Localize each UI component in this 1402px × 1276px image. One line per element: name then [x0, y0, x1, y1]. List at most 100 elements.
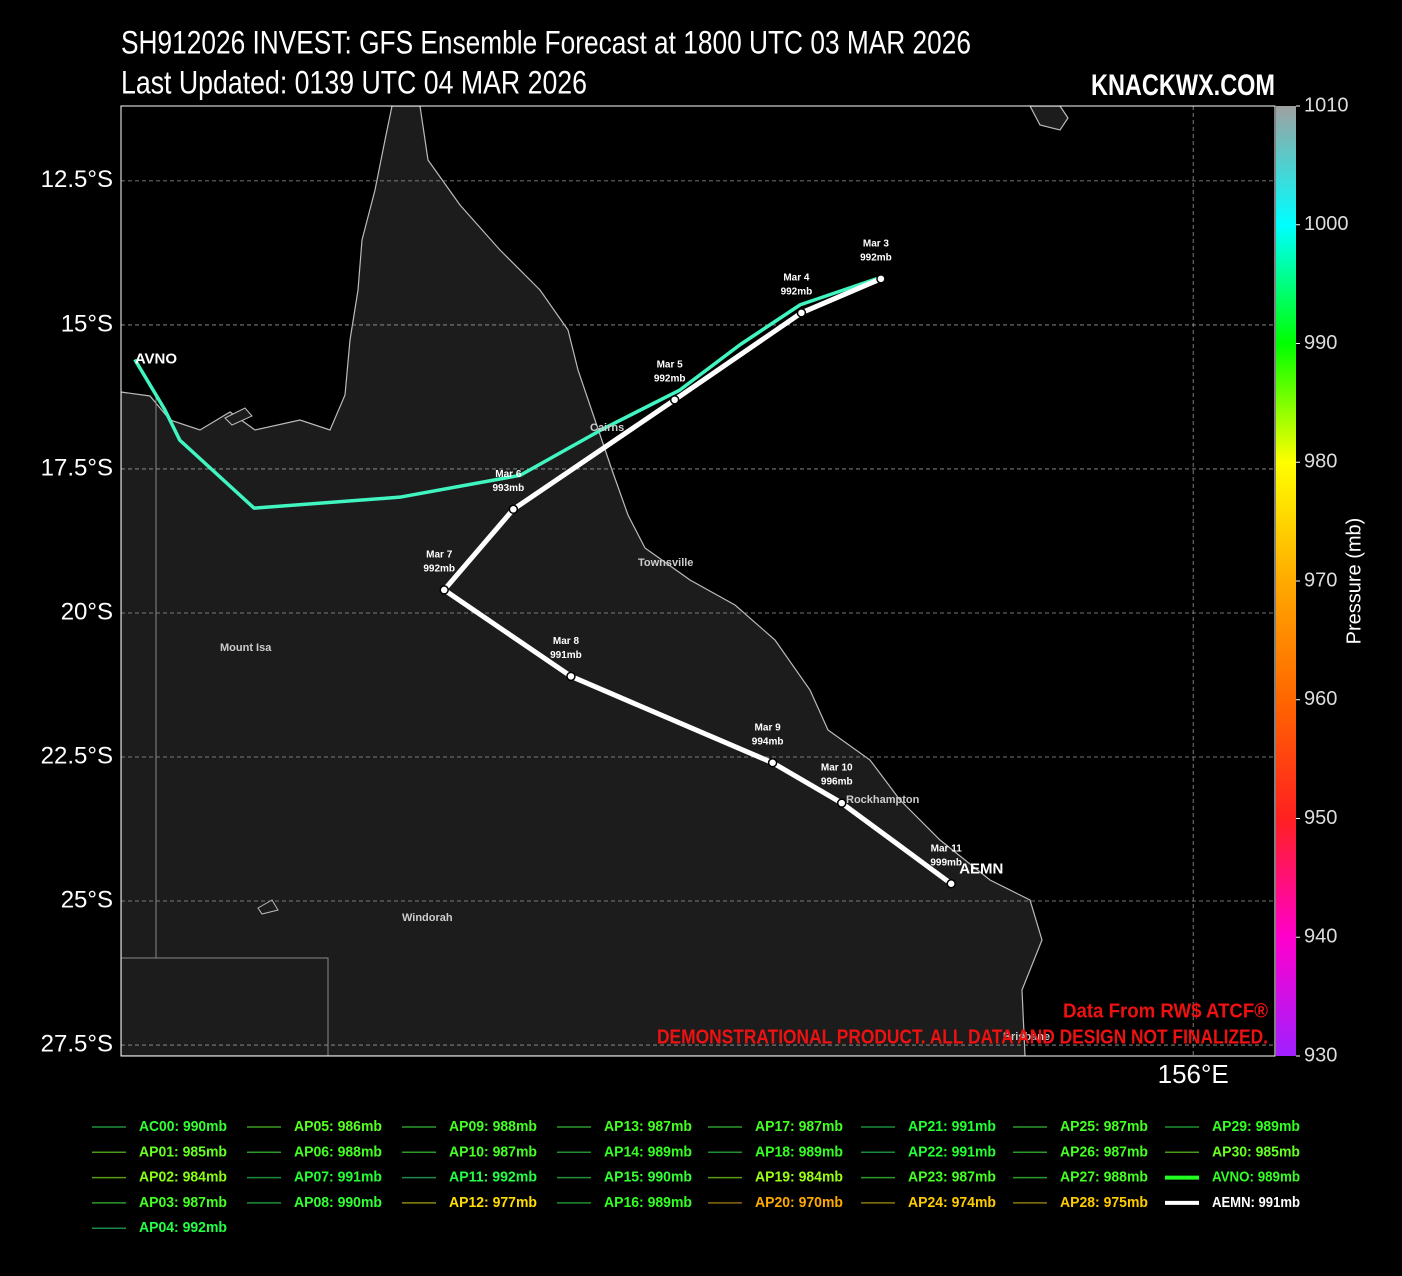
legend-label: AP30: 985mb	[1212, 1143, 1300, 1160]
legend-label: AP22: 991mb	[908, 1143, 996, 1160]
title: SH912026 INVEST: GFS Ensemble Forecast a…	[121, 24, 971, 60]
place-label: Mount Isa	[220, 642, 272, 654]
colorbar-tick-label: 1000	[1304, 213, 1349, 235]
legend-label: AP18: 989mb	[755, 1143, 843, 1160]
legend-label: AP26: 987mb	[1060, 1143, 1148, 1160]
lat-tick-label: 20°S	[61, 598, 113, 625]
watermark: KNACKWX.COM	[1091, 69, 1275, 102]
track-pressure: 991mb	[550, 650, 582, 661]
track-pressure: 999mb	[930, 857, 962, 868]
legend-label: AP17: 987mb	[755, 1118, 843, 1135]
legend-label: AP14: 989mb	[604, 1143, 692, 1160]
places: Cairns Townsville Mount Isa Rockhampton …	[220, 422, 1050, 1043]
colorbar	[1276, 106, 1296, 1056]
legend-label: AP25: 987mb	[1060, 1118, 1148, 1135]
legend-label: AEMN: 991mb	[1212, 1194, 1300, 1211]
track-point	[566, 671, 576, 682]
colorbar-tick-label: 1010	[1304, 94, 1349, 116]
track-date: Mar 10	[821, 763, 853, 774]
track-pressure: 996mb	[821, 777, 853, 788]
track-date: Mar 6	[495, 469, 522, 480]
legend-label: AP09: 988mb	[449, 1118, 537, 1135]
lat-tick-label: 17.5°S	[41, 454, 113, 481]
land	[1029, 106, 1069, 131]
legend-label: AP23: 987mb	[908, 1169, 996, 1186]
place-label: Cairns	[590, 422, 624, 434]
grid	[121, 106, 1275, 1056]
lat-tick-label: 27.5°S	[41, 1030, 113, 1057]
track-date: Mar 8	[553, 636, 580, 647]
track-point	[439, 585, 449, 595]
track-date: Mar 7	[426, 550, 453, 561]
track-pressure: 993mb	[493, 483, 525, 494]
track-date: Mar 4	[783, 272, 810, 283]
disclaimer: DEMONSTRATIONAL PRODUCT. ALL DATA AND DE…	[657, 1026, 1268, 1048]
lat-tick-label: 15°S	[61, 310, 113, 337]
colorbar-tick-label: 940	[1304, 926, 1337, 948]
track-point	[836, 798, 847, 808]
lat-tick-label: 22.5°S	[41, 742, 113, 769]
tracks: AVNO AEMN Mar 3 992mb Mar 4 992mb Mar 5 992mb Ma…	[133, 238, 1003, 889]
track-date: Mar 5	[657, 359, 684, 370]
colorbar-tick-label: 950	[1304, 807, 1337, 829]
legend-label: AP10: 987mb	[449, 1143, 537, 1160]
legend-label: AP03: 987mb	[139, 1194, 227, 1211]
legend-label: AC00: 990mb	[139, 1118, 227, 1135]
legend-label: AP02: 984mb	[139, 1169, 227, 1186]
track-point	[508, 504, 519, 515]
legend-label: AP12: 977mb	[449, 1194, 537, 1211]
legend-label: AP06: 988mb	[294, 1143, 382, 1160]
legend-label: AP08: 990mb	[294, 1194, 382, 1211]
legend-label: AP01: 985mb	[139, 1143, 227, 1160]
legend-label: AP04: 992mb	[139, 1219, 227, 1236]
track-point	[796, 308, 807, 318]
place-label: Windorah	[402, 912, 453, 924]
island	[224, 407, 279, 915]
track-pressure: 992mb	[654, 373, 686, 384]
track-name: AEMN	[959, 861, 1003, 878]
subtitle: Last Updated: 0139 UTC 04 MAR 2026	[121, 64, 587, 100]
track-pressure: 992mb	[860, 252, 892, 263]
track-date: Mar 11	[931, 843, 963, 854]
track-pressure: 992mb	[423, 564, 455, 575]
place-label: Brisbane	[1003, 1031, 1050, 1043]
track-point	[669, 395, 680, 405]
place-label: Townsville	[638, 557, 693, 569]
legend-label: AP24: 974mb	[908, 1194, 996, 1211]
track-point	[946, 878, 956, 889]
track-point	[876, 274, 886, 284]
legend-label: AP07: 991mb	[294, 1169, 382, 1186]
track-pressure: 994mb	[752, 736, 784, 747]
legend-label: AP15: 990mb	[604, 1169, 692, 1186]
legend-label: AP11: 992mb	[449, 1169, 537, 1186]
axes: 12.5°S 15°S 17.5°S 20°S 22.5°S 25°S 27.5°S 156°…	[41, 94, 1349, 1089]
lat-tick-label: 25°S	[61, 886, 113, 913]
colorbar-tick-label: 990	[1304, 332, 1337, 354]
lon-tick-label: 156°E	[1158, 1059, 1229, 1089]
colorbar-label: Pressure (mb)	[1343, 518, 1365, 645]
track-date: Mar 3	[863, 238, 890, 249]
colorbar-tick-label: 980	[1304, 451, 1337, 473]
colorbar-tick-label: 960	[1304, 688, 1337, 710]
colorbar-tick-label: 970	[1304, 569, 1337, 591]
land	[121, 106, 1043, 1056]
legend-label: AP20: 970mb	[755, 1194, 843, 1211]
map: AVNO AEMN Mar 3 992mb Mar 4 992mb Mar 5 992mb Ma…	[121, 106, 1275, 1056]
colorbar-tick-label: 930	[1304, 1044, 1337, 1066]
legend-label: AP29: 989mb	[1212, 1118, 1300, 1135]
state-border	[121, 395, 329, 1056]
plot-frame	[120, 105, 1276, 1057]
legend-label: AP05: 986mb	[294, 1118, 382, 1135]
legend-label: AP21: 991mb	[908, 1118, 996, 1135]
legend: AC00: 990mb AP01: 985mb AP02: 984mb AP03: 9…	[92, 1118, 1300, 1236]
legend-label: AP19: 984mb	[755, 1169, 843, 1186]
legend-label: AP13: 987mb	[604, 1118, 692, 1135]
legend-label: AP28: 975mb	[1060, 1194, 1148, 1211]
track-name: AVNO	[135, 350, 178, 367]
lat-tick-label: 12.5°S	[41, 166, 113, 193]
track-date: Mar 9	[755, 722, 782, 733]
track-pressure: 992mb	[781, 286, 813, 297]
track-line	[133, 276, 879, 510]
credit: Data From RW$ ATCF®	[1063, 1000, 1268, 1022]
